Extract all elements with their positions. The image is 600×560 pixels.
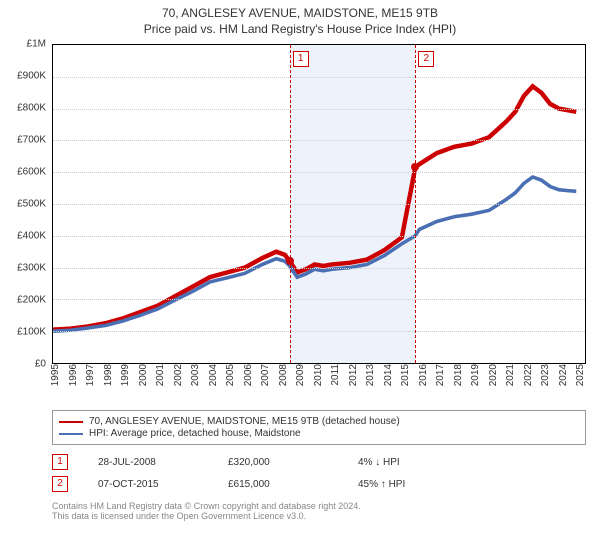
x-tick-label: 2017 — [435, 364, 446, 386]
legend: 70, ANGLESEY AVENUE, MAIDSTONE, ME15 9TB… — [52, 410, 586, 445]
gridline — [53, 299, 585, 300]
sale-point — [411, 163, 419, 171]
plot-area: 12 — [52, 44, 586, 364]
legend-swatch — [59, 421, 83, 423]
marker-number: 1 — [293, 51, 309, 67]
x-tick-label: 2000 — [138, 364, 149, 386]
x-tick-label: 2025 — [575, 364, 586, 386]
x-tick-label: 2005 — [225, 364, 236, 386]
x-tick-label: 2004 — [208, 364, 219, 386]
transaction-row: 1 28-JUL-2008 £320,000 4% ↓ HPI — [52, 451, 586, 473]
transaction-delta: 45% ↑ HPI — [358, 479, 458, 490]
x-tick-label: 2007 — [260, 364, 271, 386]
gridline — [53, 140, 585, 141]
x-tick-label: 2011 — [330, 364, 341, 386]
x-tick-label: 2013 — [365, 364, 376, 386]
y-tick-label: £1M — [27, 39, 46, 50]
gridline — [53, 204, 585, 205]
x-tick-label: 1999 — [120, 364, 131, 386]
y-tick-label: £600K — [17, 167, 46, 178]
x-tick-label: 2019 — [470, 364, 481, 386]
chart-title-desc: Price paid vs. HM Land Registry's House … — [0, 22, 600, 36]
transaction-number: 2 — [52, 476, 68, 492]
title-block: 70, ANGLESEY AVENUE, MAIDSTONE, ME15 9TB… — [0, 0, 600, 36]
x-tick-label: 1995 — [50, 364, 61, 386]
y-tick-label: £200K — [17, 295, 46, 306]
x-axis-labels: 1995 1996 1997 1998 1999 2000 2001 2002 2003 2004… — [52, 364, 586, 384]
marker-line — [415, 45, 416, 363]
y-tick-label: £400K — [17, 231, 46, 242]
x-tick-label: 2018 — [453, 364, 464, 386]
x-tick-label: 2016 — [418, 364, 429, 386]
chart-title-address: 70, ANGLESEY AVENUE, MAIDSTONE, ME15 9TB — [0, 6, 600, 20]
transaction-delta: 4% ↓ HPI — [358, 457, 458, 468]
marker-line — [290, 45, 291, 363]
gridline — [53, 172, 585, 173]
chart: £0 £100K £200K £300K £400K £500K £600K £700K £80… — [10, 44, 590, 384]
y-tick-label: £900K — [17, 71, 46, 82]
x-tick-label: 1996 — [68, 364, 79, 386]
gridline — [53, 77, 585, 78]
y-tick-label: £0 — [35, 359, 46, 370]
transaction-row: 2 07-OCT-2015 £615,000 45% ↑ HPI — [52, 473, 586, 495]
transactions-table: 1 28-JUL-2008 £320,000 4% ↓ HPI 2 07-OCT-2015… — [52, 451, 586, 495]
y-tick-label: £500K — [17, 199, 46, 210]
footer-line1: Contains HM Land Registry data © Crown c… — [52, 501, 586, 511]
x-tick-label: 2009 — [295, 364, 306, 386]
x-tick-label: 2021 — [505, 364, 516, 386]
transaction-price: £320,000 — [228, 457, 328, 468]
x-tick-label: 2020 — [488, 364, 499, 386]
x-tick-label: 1998 — [103, 364, 114, 386]
gridline — [53, 268, 585, 269]
gridline — [53, 109, 585, 110]
x-tick-label: 2006 — [243, 364, 254, 386]
gridline — [53, 236, 585, 237]
legend-label: 70, ANGLESEY AVENUE, MAIDSTONE, ME15 9TB… — [89, 416, 400, 427]
x-tick-label: 1997 — [85, 364, 96, 386]
sale-point — [286, 257, 294, 265]
gridline — [53, 331, 585, 332]
x-tick-label: 2015 — [400, 364, 411, 386]
x-tick-label: 2002 — [173, 364, 184, 386]
legend-swatch — [59, 433, 83, 435]
transaction-date: 28-JUL-2008 — [98, 457, 198, 468]
x-tick-label: 2003 — [190, 364, 201, 386]
y-tick-label: £800K — [17, 103, 46, 114]
legend-item: HPI: Average price, detached house, Maid… — [59, 428, 579, 439]
x-tick-label: 2014 — [383, 364, 394, 386]
x-tick-label: 2010 — [313, 364, 324, 386]
y-tick-label: £100K — [17, 327, 46, 338]
legend-label: HPI: Average price, detached house, Maid… — [89, 428, 301, 439]
footer-line2: This data is licensed under the Open Gov… — [52, 511, 586, 521]
x-tick-label: 2012 — [348, 364, 359, 386]
footer: Contains HM Land Registry data © Crown c… — [52, 501, 586, 521]
x-tick-label: 2024 — [558, 364, 569, 386]
transaction-number: 1 — [52, 454, 68, 470]
legend-item: 70, ANGLESEY AVENUE, MAIDSTONE, ME15 9TB… — [59, 416, 579, 427]
transaction-date: 07-OCT-2015 — [98, 479, 198, 490]
y-axis-labels: £0£100K£200K£300K£400K£500K£600K£700K£80… — [10, 44, 50, 364]
marker-number: 2 — [418, 51, 434, 67]
y-tick-label: £300K — [17, 263, 46, 274]
series-line — [53, 177, 576, 331]
x-tick-label: 2022 — [523, 364, 534, 386]
transaction-price: £615,000 — [228, 479, 328, 490]
x-tick-label: 2001 — [155, 364, 166, 386]
x-tick-label: 2023 — [540, 364, 551, 386]
y-tick-label: £700K — [17, 135, 46, 146]
series-line — [53, 86, 576, 329]
x-tick-label: 2008 — [278, 364, 289, 386]
